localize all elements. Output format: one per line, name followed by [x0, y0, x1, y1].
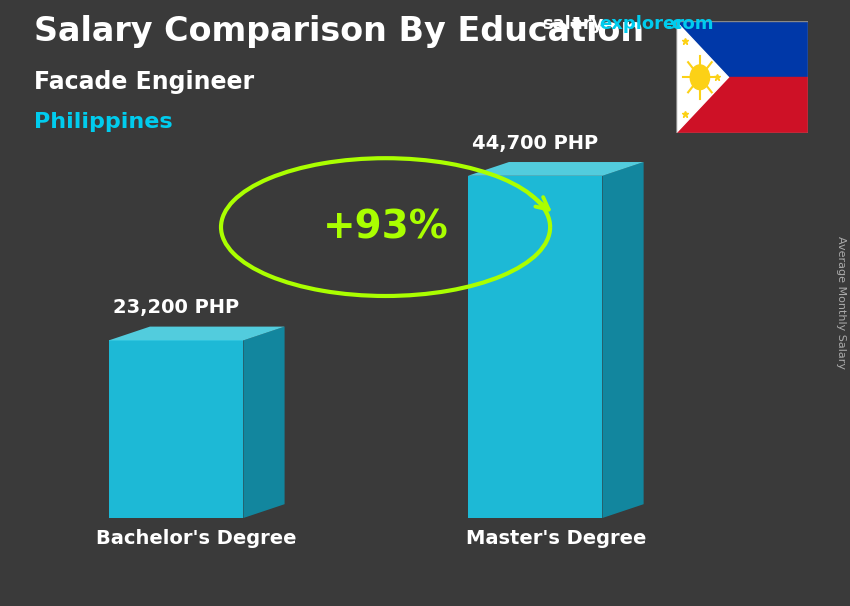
- Text: +93%: +93%: [323, 208, 449, 246]
- Text: Master's Degree: Master's Degree: [466, 530, 646, 548]
- Text: Salary Comparison By Education: Salary Comparison By Education: [34, 15, 644, 48]
- Polygon shape: [109, 341, 243, 518]
- Text: explorer: explorer: [599, 15, 684, 33]
- Circle shape: [690, 65, 710, 90]
- Text: .com: .com: [665, 15, 713, 33]
- Text: Average Monthly Salary: Average Monthly Salary: [836, 236, 846, 370]
- Polygon shape: [468, 176, 603, 518]
- Polygon shape: [243, 327, 285, 518]
- Text: 23,200 PHP: 23,200 PHP: [113, 298, 239, 318]
- Polygon shape: [603, 162, 643, 518]
- Polygon shape: [468, 162, 643, 176]
- Text: Bachelor's Degree: Bachelor's Degree: [96, 530, 297, 548]
- Polygon shape: [109, 327, 285, 341]
- Text: salary: salary: [542, 15, 603, 33]
- Text: Philippines: Philippines: [34, 112, 173, 132]
- Polygon shape: [676, 21, 728, 133]
- Text: 44,700 PHP: 44,700 PHP: [472, 134, 598, 153]
- Bar: [676, 77, 807, 133]
- Bar: [676, 21, 807, 77]
- Text: Facade Engineer: Facade Engineer: [34, 70, 254, 94]
